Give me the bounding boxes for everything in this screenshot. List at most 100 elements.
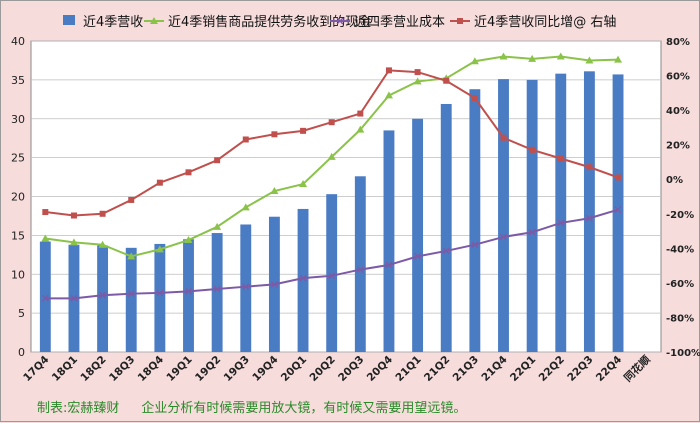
x-marker (385, 261, 393, 269)
square-marker (242, 136, 249, 143)
triangle-marker (327, 152, 336, 160)
square-marker (70, 212, 77, 219)
square-marker (42, 209, 49, 216)
bar (440, 103, 452, 352)
triangle-marker (499, 52, 508, 60)
x-tick-label: 20Q1 (279, 354, 309, 384)
left-tick-label: 5 (18, 307, 25, 320)
square-marker (328, 119, 335, 126)
x-tick-label: 21Q3 (451, 354, 481, 384)
x-tick-label: 19Q3 (222, 354, 252, 384)
x-marker (242, 283, 250, 291)
x-marker (585, 214, 593, 222)
x-marker (156, 289, 164, 297)
bar (326, 194, 338, 352)
left-tick-label: 0 (18, 346, 25, 359)
square-marker (185, 169, 192, 176)
x-marker (528, 228, 536, 236)
square-marker (471, 95, 478, 102)
triangle-marker (241, 203, 250, 211)
x-tick-label: 18Q2 (78, 354, 108, 384)
chart-footer: 制表:宏赫臻财 企业分析有时候需要用放大镜，有时候又需要用望远镜。 (37, 397, 488, 416)
left-tick-label: 20 (11, 191, 25, 204)
x-tick-label: 18Q4 (136, 354, 166, 384)
left-tick-label: 40 (11, 35, 25, 48)
legend-label: 近4季营收同比增@ 右轴 (474, 15, 616, 30)
bar (498, 79, 509, 352)
x-tick-label: 18Q1 (50, 354, 80, 384)
x-marker (213, 285, 221, 293)
triangle-marker (98, 240, 107, 248)
footer-slogan: 企业分析有时候需要用放大镜，有时候又需要用望远镜。 (141, 401, 467, 416)
x-tick-label: 22Q3 (565, 354, 595, 384)
x-tick-label: 同花顺 (621, 353, 653, 385)
legend-marker (150, 17, 158, 24)
bar (125, 247, 137, 352)
legend-marker (457, 18, 463, 24)
bar (39, 241, 51, 352)
bar (211, 233, 223, 352)
x-tick-label: 19Q4 (250, 354, 280, 384)
square-marker (357, 110, 364, 117)
square-marker (99, 210, 106, 217)
bar (412, 118, 424, 352)
x-tick-label: 20Q3 (336, 354, 366, 384)
square-marker (443, 77, 450, 84)
legend-swatch (63, 15, 75, 25)
x-marker (500, 233, 507, 241)
square-marker (214, 157, 221, 164)
x-marker (328, 272, 336, 280)
left-tick-label: 35 (11, 74, 25, 87)
right-tick-label: 60% (666, 72, 690, 83)
x-marker (270, 280, 278, 288)
x-tick-label: 17Q4 (21, 354, 51, 384)
triangle-marker (384, 91, 393, 99)
right-tick-label: -80% (666, 313, 694, 324)
left-tick-label: 25 (11, 152, 25, 165)
x-tick-label: 22Q4 (594, 354, 624, 384)
x-marker (99, 291, 107, 299)
x-marker (41, 294, 49, 302)
x-marker (356, 266, 364, 274)
footer-credit: 制表:宏赫臻财 (37, 401, 120, 416)
x-marker (299, 274, 307, 282)
bar (469, 89, 481, 352)
x-tick-label: 20Q4 (365, 354, 395, 384)
square-marker (615, 174, 622, 181)
x-marker (442, 247, 450, 255)
bar (154, 243, 166, 352)
right-tick-label: 40% (666, 106, 690, 117)
x-tick-label: 19Q2 (193, 354, 223, 384)
bar (297, 208, 309, 352)
x-tick-label: 22Q1 (508, 354, 538, 384)
x-tick-label: 21Q1 (393, 354, 423, 384)
left-tick-label: 10 (11, 268, 25, 281)
x-marker (185, 287, 192, 295)
square-marker (156, 179, 163, 186)
bar (583, 71, 595, 352)
square-marker (414, 69, 421, 76)
triangle-marker (41, 234, 50, 242)
bar (526, 79, 538, 352)
square-marker (586, 164, 593, 171)
bar (97, 245, 109, 352)
bar (555, 73, 567, 352)
bar (183, 239, 194, 352)
triangle-marker (270, 187, 279, 195)
right-tick-label: -60% (666, 279, 694, 290)
left-tick-label: 30 (11, 113, 25, 126)
triangle-marker (69, 238, 78, 246)
square-marker (500, 134, 507, 141)
triangle-marker (127, 252, 136, 260)
square-marker (300, 127, 307, 134)
x-marker (614, 206, 622, 214)
x-tick-label: 20Q2 (308, 354, 338, 384)
triangle-marker (614, 55, 623, 63)
x-tick-label: 21Q2 (422, 354, 452, 384)
triangle-marker (213, 222, 222, 230)
legend-label: 近4季销售商品提供劳务收到的现金 (168, 14, 371, 30)
triangle-marker (413, 77, 422, 85)
triangle-marker (528, 54, 537, 62)
x-marker (127, 290, 135, 298)
